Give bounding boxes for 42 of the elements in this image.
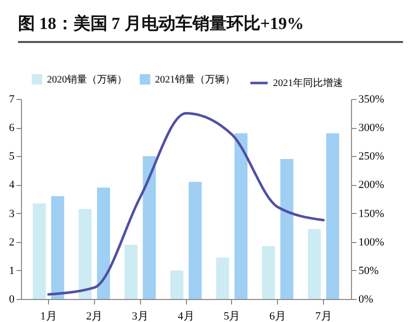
y-tick-label: 3 [9,208,15,220]
bar [170,270,184,299]
y2-tick-label: 0% [358,294,374,306]
y2-tick-label: 100% [358,236,384,248]
x-tick-label: 6月 [269,310,286,322]
bar [142,156,156,299]
y2-tick-label: 150% [358,208,384,220]
x-tick-label: 1月 [40,310,57,322]
legend-label: 2021年同比增速 [273,77,343,89]
y-tick-label: 6 [9,122,15,134]
y-tick-label: 1 [9,264,14,277]
x-tick-label: 5月 [224,310,240,322]
y-tick-label: 2 [9,236,14,248]
line-series [47,112,325,296]
bar [262,246,275,299]
x-tick-label: 7月 [315,310,332,322]
legend-label: 2021销量（万辆） [155,73,235,86]
y-tick-label: 7 [9,94,15,106]
y2-tick-label: 200% [358,179,384,192]
bar [216,258,230,299]
x-tick-label: 2月 [86,310,103,322]
bar [97,188,110,299]
x-tick-label: 4月 [178,310,194,322]
bar [280,159,294,299]
y-tick-label: 4 [9,179,15,192]
bar [188,182,202,299]
y-tick-label: 5 [9,150,15,163]
bar [234,133,248,299]
bar [32,203,46,299]
x-tick-label: 3月 [132,310,148,322]
bar [51,196,64,299]
y-tick-label: 0 [9,294,15,306]
legend-label: 2020销量（万辆） [47,73,127,86]
bar [326,133,340,299]
bar [308,229,321,299]
y2-tick-label: 250% [358,150,384,163]
y2-tick-label: 300% [358,122,384,134]
y2-tick-label: 50% [358,264,379,277]
bar [124,244,138,299]
chart-title: 图 18：美国 7 月电动车销量环比+19% [18,12,403,43]
bar [78,209,92,299]
y2-tick-label: 350% [358,94,384,106]
